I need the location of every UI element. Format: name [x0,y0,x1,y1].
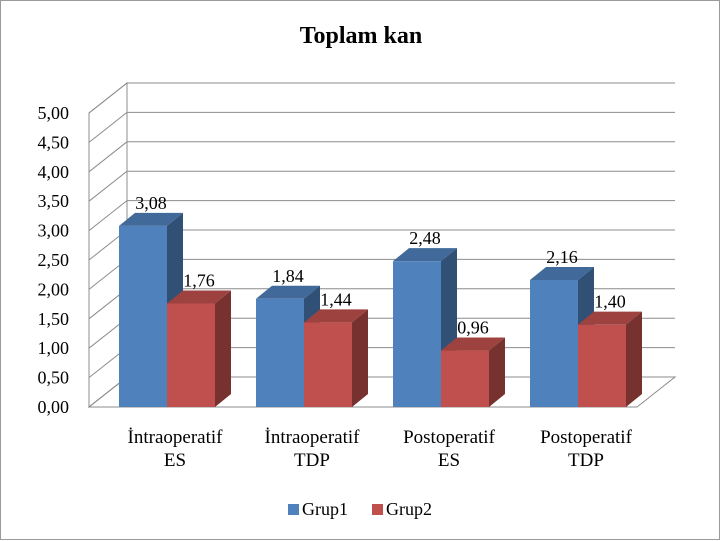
legend-swatch-grup2 [372,504,383,515]
bar-top [393,248,457,262]
bar-front [119,225,167,407]
gridline [88,111,675,143]
data-label-grup1-2: 1,84 [272,266,304,286]
bar-top [578,311,642,325]
data-labels: 3,08 1,76 1,84 1,44 2,48 0,96 2,16 1,40 [135,193,626,338]
y-tick-label: 0,50 [38,368,70,388]
data-label-grup1-3: 2,48 [409,228,441,248]
bar-front [530,279,578,407]
bar-side [215,290,231,407]
bar-front [441,350,489,407]
bar-front [167,303,215,407]
y-tick-label: 1,50 [38,309,70,329]
bar-front [393,261,441,407]
bar-side [352,309,368,407]
bar-front [304,322,352,407]
y-tick-label: 5,00 [38,103,70,123]
category-label-line: Postoperatif [540,427,632,448]
y-tick-label: 2,50 [38,250,70,270]
bar-top [304,309,368,323]
bar-front [256,298,304,407]
gridline [88,82,675,114]
gridline [88,200,675,231]
bar-top [119,212,183,226]
data-label-grup2-1: 1,76 [183,271,215,291]
y-tick-label: 3,50 [38,191,70,211]
category-label-line: TDP [568,450,604,471]
gridline [88,170,675,202]
y-tick-label: 2,00 [38,279,70,299]
data-label-grup1-1: 3,08 [135,193,167,213]
bar-top [441,337,505,351]
y-tick-label: 4,00 [38,162,70,182]
data-label-grup2-2: 1,44 [320,289,352,309]
y-tick-label: 4,50 [38,132,70,152]
category-label-line: İntraoperatif [265,427,361,448]
bar-top [167,290,231,304]
y-tick-label: 3,00 [38,221,70,241]
y-axis-tick-labels: 0,00 0,50 1,00 1,50 2,00 2,50 3,00 3,50 4,00 4,50… [38,103,70,417]
bars [119,212,642,407]
category-label-line: Postoperatif [403,427,495,448]
category-label: Postoperatif TDP [540,427,632,471]
bar-grup1-3 [393,248,457,407]
legend-label-grup1: Grup1 [302,499,348,519]
category-label: Postoperatif ES [403,427,495,471]
bar-grup2-1 [167,290,231,407]
category-label-line: ES [164,450,186,471]
data-label-grup1-4: 2,16 [546,247,578,267]
y-tick-label: 0,00 [38,397,70,417]
y-tick-label: 1,00 [38,338,70,358]
data-label-grup2-3: 0,96 [457,318,489,338]
bar-top [530,266,594,280]
bar-top [256,285,320,299]
gridline [88,141,675,173]
legend-label-grup2: Grup2 [386,499,432,519]
legend-swatch-grup1 [288,504,299,515]
legend: Grup1 Grup2 [288,499,432,519]
bar-side [626,311,642,407]
bar-grup2-2 [304,309,368,407]
data-label-grup2-4: 1,40 [594,292,626,312]
bar-side [489,337,505,407]
bar-grup2-4 [578,311,642,407]
chart-title: Toplam kan [300,23,423,49]
category-label-line: TDP [294,450,330,471]
bar-grup2-3 [441,337,505,407]
category-label-line: ES [438,450,460,471]
category-label: İntraoperatif ES [128,427,224,471]
category-label-line: İntraoperatif [128,427,224,448]
category-label: İntraoperatif TDP [265,427,361,471]
bar-front [578,324,626,407]
